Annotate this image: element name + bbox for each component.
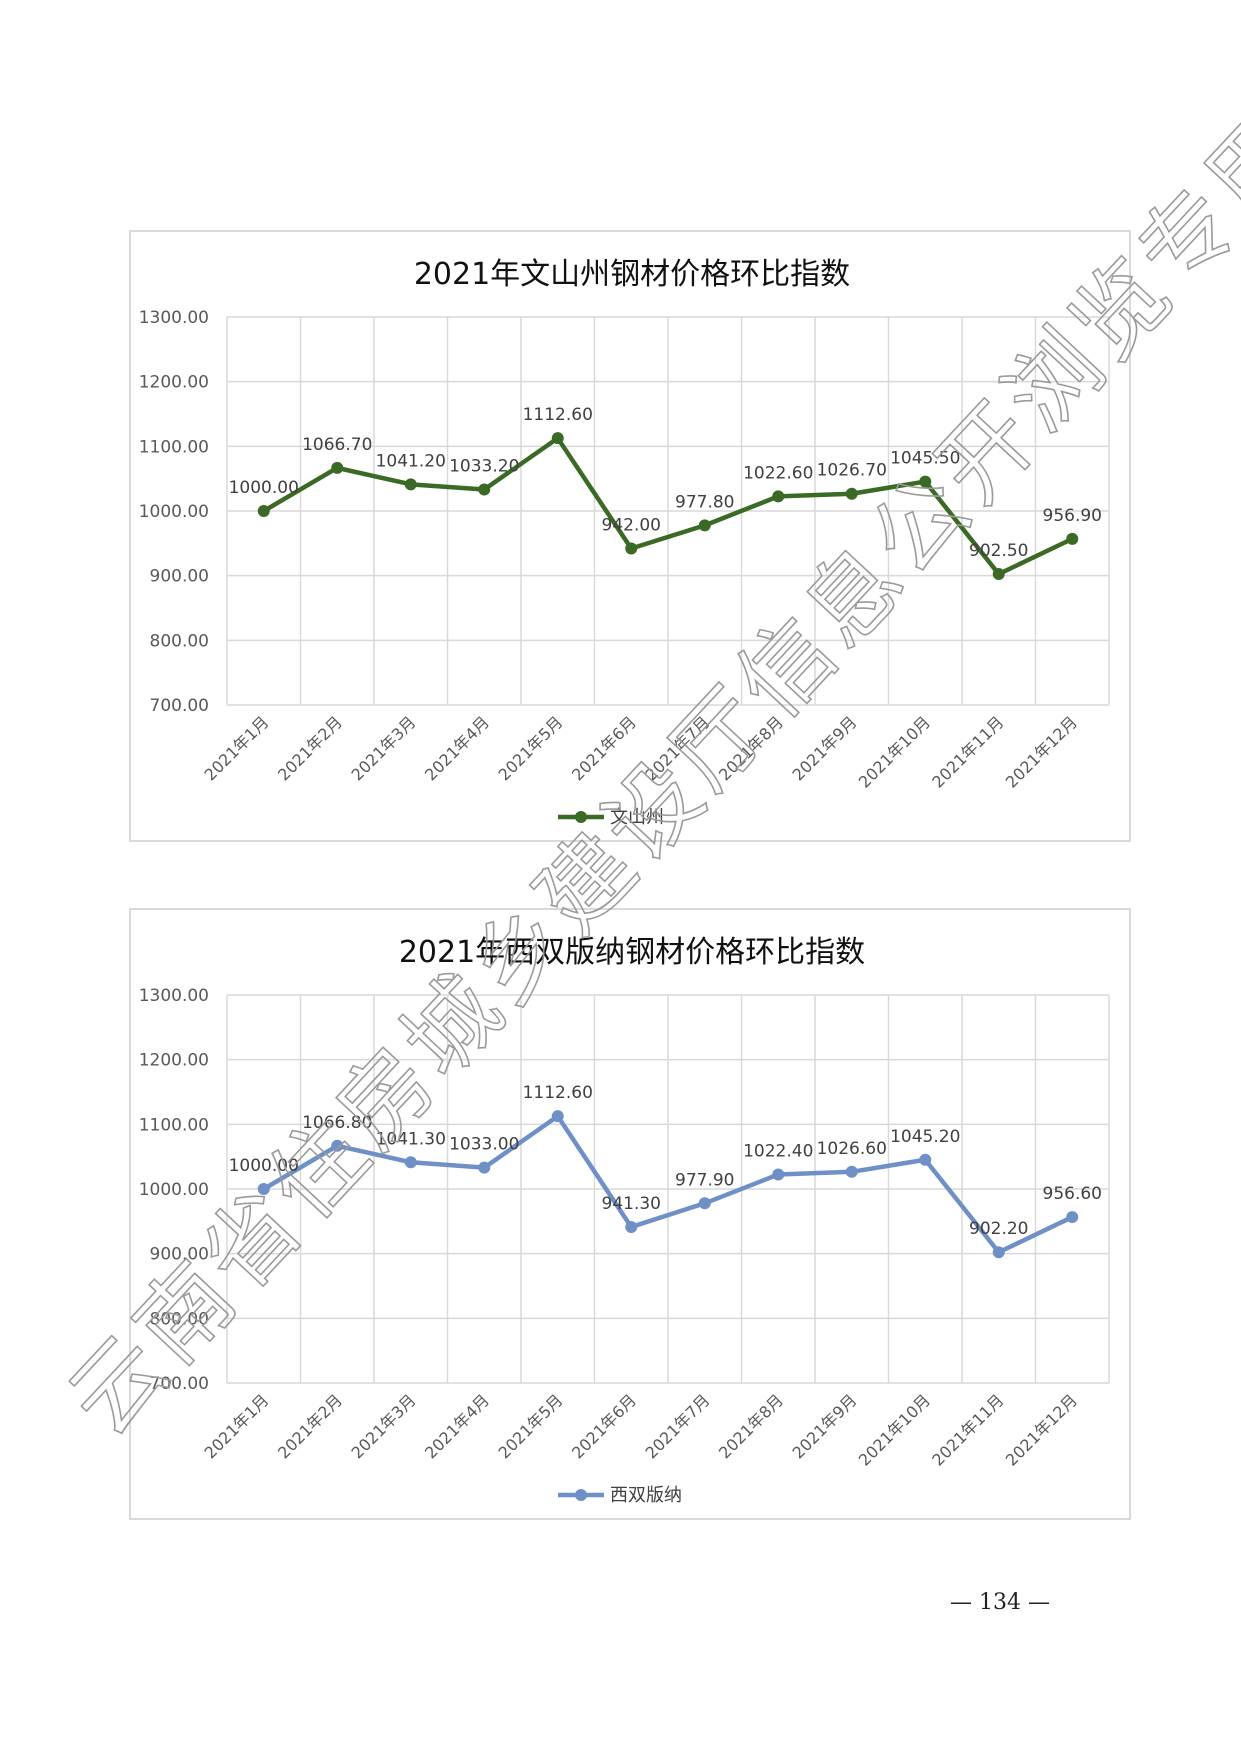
data-point: [551, 1110, 564, 1123]
data-label: 977.80: [675, 492, 734, 512]
data-label: 1000.00: [229, 478, 299, 498]
x-tick-label: 2021年5月: [495, 1390, 567, 1462]
data-label: 956.90: [1043, 506, 1102, 526]
chart-title: 2021年西双版纳钢材价格环比指数: [399, 935, 865, 970]
data-point: [772, 490, 785, 503]
data-label: 1066.80: [302, 1113, 372, 1133]
data-label: 1112.60: [523, 405, 593, 425]
y-tick-label: 1200.00: [139, 373, 209, 393]
data-label: 1033.00: [449, 1135, 519, 1155]
legend-marker: [575, 811, 587, 823]
data-point: [404, 1156, 417, 1169]
chart-svg: 2021年文山州钢材价格环比指数 700.00 800.00 900.00 1000.0…: [139, 257, 1110, 828]
data-point: [772, 1168, 785, 1181]
data-point: [551, 432, 564, 445]
y-tick-label: 700.00: [150, 1374, 209, 1394]
data-label: 942.00: [602, 516, 661, 536]
data-label: 941.30: [602, 1194, 661, 1214]
data-point: [1066, 532, 1079, 545]
data-point: [698, 1197, 711, 1210]
y-tick-label: 1200.00: [139, 1051, 209, 1071]
x-tick-label: 2021年8月: [715, 712, 787, 784]
x-tick-label: 2021年1月: [201, 712, 273, 784]
data-point: [478, 1161, 491, 1174]
x-tick-label: 2021年3月: [348, 712, 420, 784]
data-point: [331, 461, 344, 474]
data-point: [625, 542, 638, 555]
data-label: 1045.20: [890, 1127, 960, 1147]
series-line: [262, 435, 1074, 577]
data-point: [257, 505, 270, 517]
data-label: 1026.60: [817, 1139, 887, 1159]
data-point: [992, 568, 1005, 581]
legend-label: 西双版纳: [610, 1485, 682, 1506]
data-point: [919, 1153, 932, 1166]
data-point: [478, 483, 491, 496]
y-tick-label: 1100.00: [139, 1115, 209, 1135]
data-point: [845, 1165, 858, 1178]
data-point: [919, 475, 932, 488]
x-tick-label: 2021年9月: [789, 712, 861, 784]
data-label: 1026.70: [817, 461, 887, 481]
data-label: 1112.60: [523, 1083, 593, 1103]
data-point: [404, 478, 417, 491]
data-label: 1000.00: [229, 1156, 299, 1176]
data-point: [992, 1246, 1005, 1259]
x-tick-label: 2021年1月: [201, 1390, 273, 1462]
x-tick-label: 2021年2月: [274, 712, 346, 784]
page-number: — 134 —: [950, 1590, 1050, 1615]
x-tick-label: 2021年5月: [495, 712, 567, 784]
data-point: [331, 1139, 344, 1152]
data-label: 1033.20: [449, 457, 519, 477]
x-tick-label: 2021年12月: [1002, 1390, 1081, 1469]
legend-label: 文山州: [610, 807, 664, 828]
x-tick-label: 2021年10月: [855, 712, 934, 791]
data-label: 956.60: [1043, 1184, 1102, 1204]
x-tick-label: 2021年2月: [274, 1390, 346, 1462]
x-tick-label: 2021年6月: [568, 712, 640, 784]
data-point: [845, 487, 858, 500]
data-point: [625, 1220, 638, 1233]
data-label: 1041.30: [376, 1129, 446, 1149]
y-tick-label: 900.00: [150, 567, 209, 587]
data-label: 902.50: [969, 541, 1028, 561]
data-point: [698, 519, 711, 532]
x-tick-label: 2021年10月: [855, 1390, 934, 1469]
series-line: [262, 1113, 1074, 1255]
x-tick-label: 2021年8月: [715, 1390, 787, 1462]
data-label: 1022.40: [743, 1142, 813, 1162]
chart-svg: 2021年西双版纳钢材价格环比指数 700.00 800.00 900.00 1000.…: [139, 935, 1110, 1506]
x-tick-label: 2021年3月: [348, 1390, 420, 1462]
x-tick-label: 2021年11月: [928, 712, 1007, 791]
x-tick-label: 2021年11月: [928, 1390, 1007, 1469]
legend-marker: [575, 1489, 587, 1501]
chart-title: 2021年文山州钢材价格环比指数: [414, 257, 850, 292]
x-tick-label: 2021年7月: [642, 712, 714, 784]
x-tick-label: 2021年7月: [642, 1390, 714, 1462]
x-tick-label: 2021年12月: [1002, 712, 1081, 791]
y-tick-label: 1000.00: [139, 502, 209, 522]
data-point: [1066, 1211, 1079, 1224]
y-tick-label: 1300.00: [139, 986, 209, 1006]
x-tick-label: 2021年4月: [421, 1390, 493, 1462]
y-tick-label: 700.00: [150, 696, 209, 716]
y-tick-label: 800.00: [150, 631, 209, 651]
chart-wenshan: 2021年文山州钢材价格环比指数 700.00 800.00 900.00 1000.0…: [129, 230, 1131, 842]
y-tick-label: 1000.00: [139, 1180, 209, 1200]
x-tick-label: 2021年9月: [789, 1390, 861, 1462]
data-label: 1022.60: [743, 463, 813, 483]
data-label: 1045.50: [890, 449, 960, 469]
y-tick-label: 1300.00: [139, 308, 209, 328]
data-label: 977.90: [675, 1170, 734, 1190]
data-point: [257, 1183, 270, 1195]
x-tick-label: 2021年6月: [568, 1390, 640, 1462]
y-tick-label: 900.00: [150, 1245, 209, 1265]
data-label: 1041.20: [376, 451, 446, 471]
chart-xishuangbanna: 2021年西双版纳钢材价格环比指数 700.00 800.00 900.00 1000.…: [129, 908, 1131, 1520]
y-tick-label: 1100.00: [139, 437, 209, 457]
data-label: 1066.70: [302, 435, 372, 455]
y-tick-label: 800.00: [150, 1309, 209, 1329]
data-label: 902.20: [969, 1219, 1028, 1239]
x-tick-label: 2021年4月: [421, 712, 493, 784]
